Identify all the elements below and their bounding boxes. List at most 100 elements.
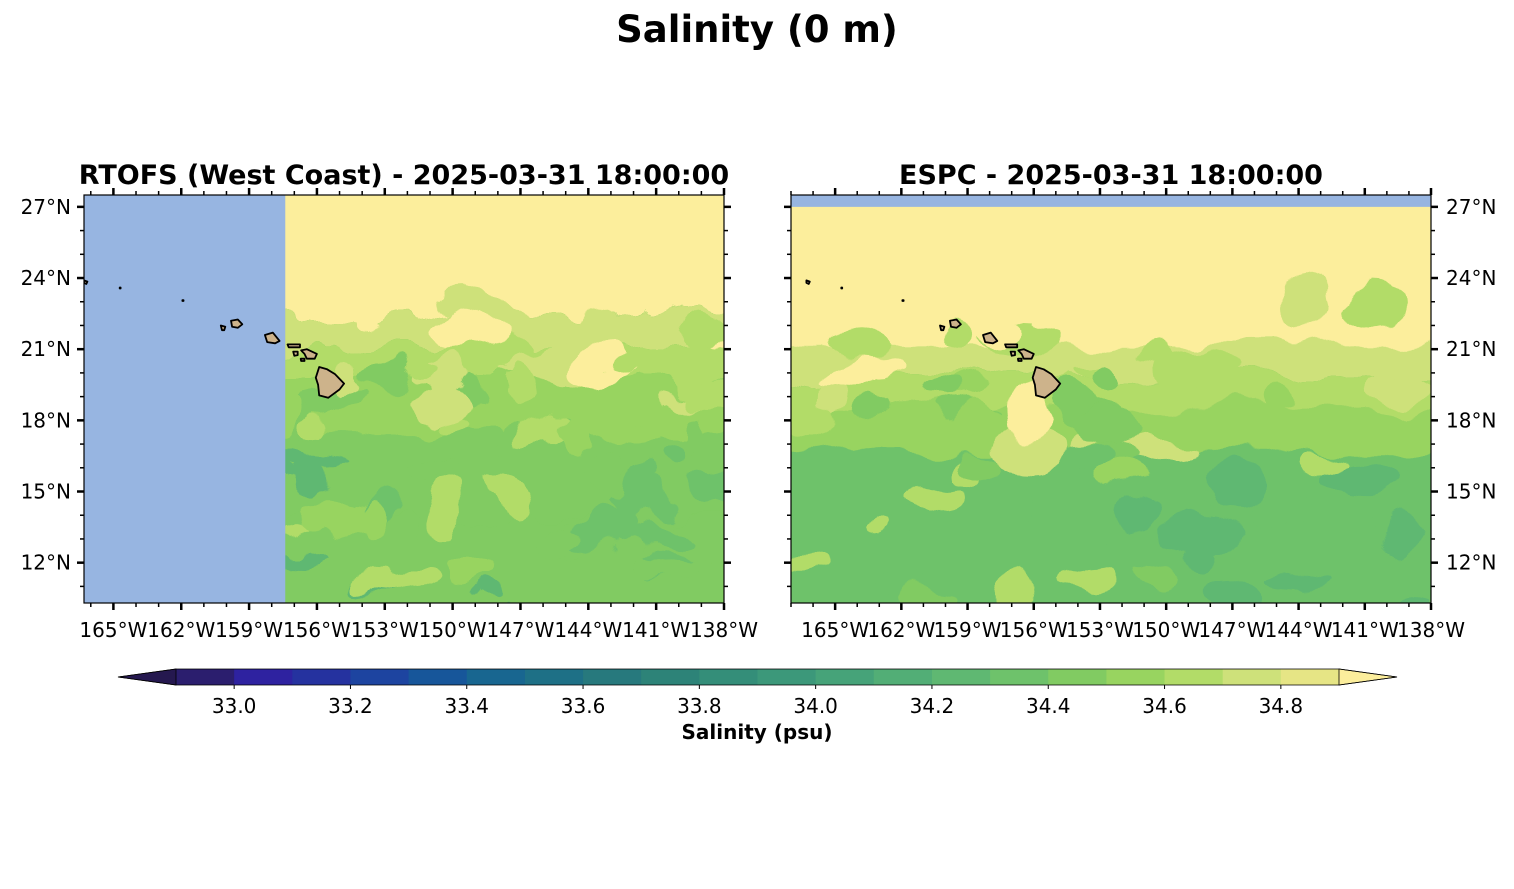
colorbar-segment — [1280, 669, 1340, 685]
salinity-eddy — [1030, 301, 1108, 334]
salinity-eddy — [1202, 584, 1251, 603]
salinity-eddy — [587, 423, 659, 443]
salinity-eddy — [480, 583, 510, 603]
salinity-eddy — [692, 472, 724, 502]
island-necker — [840, 286, 844, 290]
salinity-eddy — [305, 465, 331, 496]
salinity-eddy — [1354, 374, 1431, 403]
island-kahoolawe — [1017, 357, 1023, 362]
salinity-eddy — [980, 481, 1032, 523]
colorbar-segment — [466, 669, 526, 685]
land-espc — [805, 279, 1062, 399]
salinity-eddy — [1394, 587, 1431, 600]
x-tick-label: 153°W — [351, 618, 419, 642]
salinity-eddy — [582, 453, 622, 489]
salinity-eddy — [672, 345, 721, 388]
salinity-eddy — [907, 584, 952, 603]
salinity-eddy — [1201, 317, 1273, 345]
colorbar-segment — [583, 669, 642, 685]
panel-rtofs: RTOFS (West Coast) - 2025-03-31 18:00:00… — [21, 160, 759, 642]
colorbar-segment — [873, 669, 933, 685]
salinity-eddy — [1205, 459, 1256, 504]
salinity-eddy — [1329, 460, 1408, 498]
x-tick-label: 159°W — [934, 618, 1002, 642]
salinity-eddy — [1251, 572, 1331, 586]
salinity-eddy — [1127, 497, 1168, 523]
colorbar-tick-label: 33.8 — [677, 694, 722, 718]
salinity-eddy — [1134, 561, 1176, 588]
salinity-eddy — [636, 558, 713, 581]
salinity-eddy — [693, 410, 718, 452]
island-molokai — [1004, 343, 1019, 349]
salinity-eddy — [1073, 404, 1143, 447]
salinity-eddy — [1123, 432, 1198, 463]
colorbar-tick-label: 33.4 — [444, 694, 489, 718]
panel-title-espc: ESPC - 2025-03-31 18:00:00 — [899, 160, 1323, 191]
x-tick-label: 147°W — [1198, 618, 1266, 642]
y-tick-label: 21°N — [1446, 337, 1496, 361]
salinity-band — [791, 195, 1431, 345]
y-tick-label: 27°N — [21, 195, 71, 219]
salinity-eddy — [556, 418, 593, 451]
island-maui — [1017, 348, 1035, 360]
x-tick-label: 162°W — [867, 618, 935, 642]
salinity-eddy — [992, 428, 1062, 468]
y-tick-label: 24°N — [1446, 266, 1496, 290]
island-hawaii — [1031, 366, 1062, 399]
salinity-contours-rtofs — [251, 195, 724, 603]
y-tick-label: 15°N — [1446, 480, 1496, 504]
salinity-contours-espc — [791, 195, 1431, 603]
salinity-eddy — [430, 311, 509, 354]
colorbar-tick-label: 34.6 — [1142, 694, 1187, 718]
salinity-eddy — [855, 391, 884, 422]
colorbar-segment — [1164, 669, 1224, 685]
island-ffs — [84, 279, 89, 285]
salinity-eddy — [955, 449, 999, 474]
y-tick-label: 27°N — [1446, 195, 1496, 219]
salinity-eddy — [904, 485, 961, 511]
island-maui — [300, 348, 318, 360]
salinity-eddy — [429, 290, 507, 316]
salinity-eddy — [422, 354, 471, 398]
axes-rtofs: 165°W 162°W 159°W 156°W 153°W 150°W 147°W 144°W… — [21, 188, 758, 642]
salinity-eddy — [1208, 514, 1235, 535]
salinity-eddy — [589, 508, 638, 539]
salinity-eddy — [665, 439, 696, 472]
colorbar-extend-min — [117, 668, 177, 686]
colorbar-segment — [1048, 669, 1107, 685]
colorbar-segment — [524, 669, 584, 685]
colorbar-segment — [292, 669, 352, 685]
salinity-eddy — [445, 554, 500, 583]
colorbar-segment — [757, 669, 817, 685]
salinity-eddy — [867, 524, 889, 538]
salinity-eddy — [1244, 493, 1321, 524]
x-tick-label: 165°W — [79, 618, 147, 642]
salinity-field-espc — [791, 195, 1431, 603]
salinity-eddy — [609, 486, 670, 518]
salinity-eddy — [355, 499, 385, 542]
colorbar-label: Salinity (psu) — [681, 720, 832, 744]
x-tick-label: 162°W — [147, 618, 215, 642]
y-tick-label: 18°N — [1446, 408, 1496, 432]
island-niihau — [219, 324, 227, 332]
salinity-eddy — [675, 319, 724, 355]
map-frame-espc — [790, 194, 1432, 604]
colorbar-segment — [1222, 669, 1282, 685]
axes-espc: 165°W162°W159°W156°W153°W150°W147°W144°W… — [784, 188, 1496, 642]
salinity-eddy — [498, 478, 525, 522]
salinity-eddy — [359, 366, 418, 393]
salinity-eddy — [525, 524, 581, 562]
salinity-eddy — [791, 558, 830, 575]
x-tick-label: 156°W — [283, 618, 351, 642]
salinity-eddy — [430, 487, 468, 532]
x-tick-label: 147°W — [486, 618, 554, 642]
panel-espc: ESPC - 2025-03-31 18:00:00 165°W162°W159… — [784, 160, 1496, 642]
colorbar-outline — [117, 668, 1398, 686]
colorbar: 33.0 33.2 33.4 33.6 33.8 34.0 34.2 34.4 34.6 34.8 — [117, 668, 1398, 718]
colorbar-segment — [641, 669, 700, 685]
salinity-eddy — [826, 368, 852, 413]
x-tick-label: 141°W — [1331, 618, 1399, 642]
salinity-eddy — [443, 415, 472, 436]
salinity-eddy — [516, 418, 566, 447]
salinity-eddy — [613, 352, 684, 375]
